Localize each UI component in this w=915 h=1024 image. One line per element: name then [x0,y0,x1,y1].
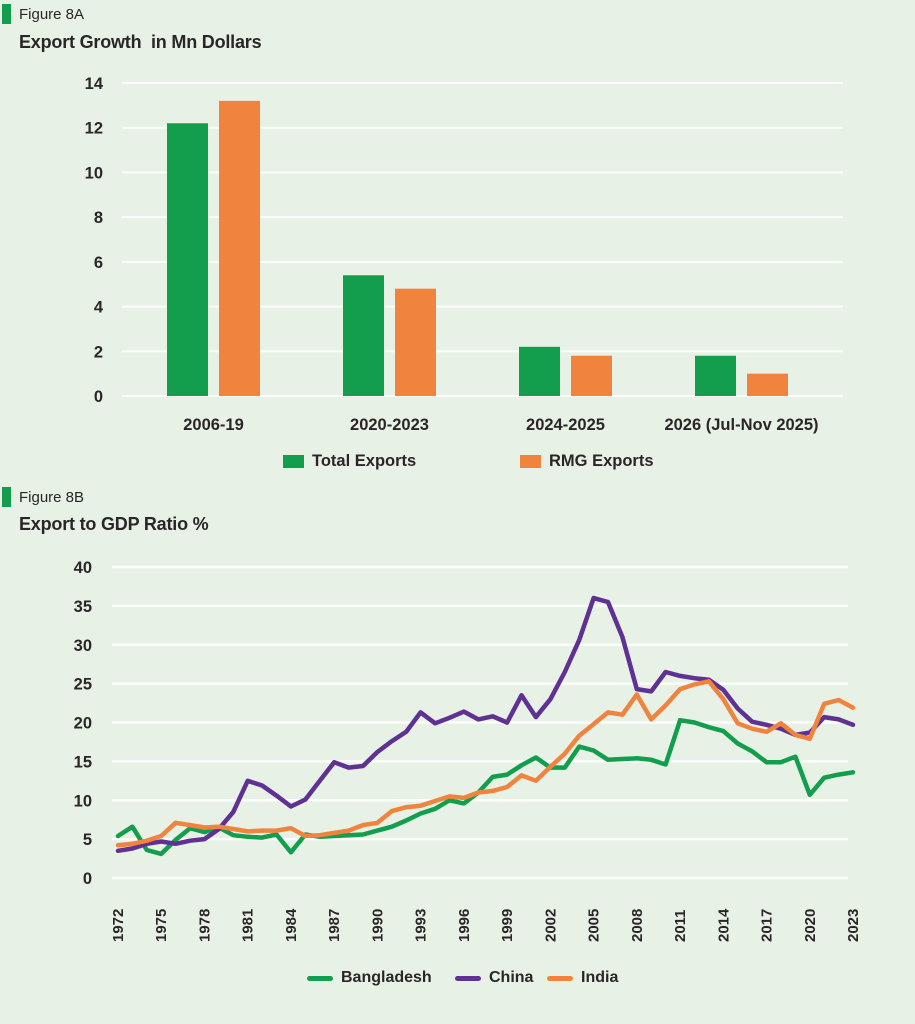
y-axis-tick-label-a-2: 2 [94,343,103,361]
legend-label: China [489,969,534,986]
legend-label: RMG Exports [549,452,654,470]
bar-rmg-exports-2026Jul-Nov2025 [747,373,788,396]
x-axis-tick-label-2014: 2014 [715,908,732,942]
x-axis-tick-label-1975: 1975 [153,909,170,942]
legend-label: Bangladesh [341,969,432,986]
bar-rmg-exports-2006-19 [219,100,260,396]
china-line-swatch-icon [455,975,481,981]
x-axis-tick-label-2017: 2017 [759,909,776,942]
x-axis-tick-label-2002: 2002 [542,909,559,942]
bar-total-exports-2024-2025 [519,346,560,396]
bar-total-exports-2020-2023 [343,275,384,396]
x-category-label-0: 2006-19 [183,416,244,434]
x-axis-tick-label-2020: 2020 [802,909,819,942]
figure-8b-marker-icon [2,487,11,507]
x-axis-tick-label-1984: 1984 [283,908,300,942]
legend-label: Total Exports [312,452,417,470]
y-axis-tick-label-a-8: 8 [94,209,103,227]
x-axis-tick-label-2005: 2005 [586,909,603,942]
line-china [115,595,856,854]
x-axis-tick-label-2011: 2011 [672,909,689,942]
india-line-swatch-icon [547,975,573,981]
y-axis-tick-label-a-0: 0 [94,388,103,406]
figure-8b-title: Export to GDP Ratio % [19,514,209,534]
x-axis-tick-label-1972: 1972 [110,909,127,942]
x-axis-tick-label-1993: 1993 [413,909,430,942]
line-bangladesh [115,717,856,857]
y-axis-tick-label-b-15: 15 [74,753,92,771]
legend-label: India [581,969,619,986]
legend-item-total-exports: Total Exports [283,452,416,471]
legend-item-rmg-exports: RMG Exports [520,452,654,471]
figure-8a-marker-icon [2,4,11,24]
y-axis-tick-label-a-14: 14 [85,75,104,93]
legend-item-india: India [547,969,618,987]
y-axis-tick-label-a-4: 4 [94,299,104,317]
x-axis-tick-label-1996: 1996 [456,909,473,942]
x-category-label-3: 2026 (Jul-Nov 2025) [664,416,818,434]
y-axis-tick-label-a-10: 10 [85,164,103,182]
y-axis-tick-label-b-25: 25 [74,676,92,694]
y-axis-tick-label-b-30: 30 [74,637,92,655]
y-axis-tick-label-b-35: 35 [74,598,92,616]
x-axis-tick-label-1987: 1987 [326,909,343,942]
y-axis-tick-label-a-6: 6 [94,254,103,272]
line-india [115,679,856,848]
bar-rmg-exports-2024-2025 [571,355,612,396]
total-exports-swatch-icon [283,455,304,468]
x-axis-tick-label-2008: 2008 [629,909,646,942]
legend-item-bangladesh: Bangladesh [307,969,432,987]
y-axis-tick-label-b-40: 40 [74,559,92,577]
bangladesh-line-swatch-icon [307,975,333,981]
x-axis-tick-label-2023: 2023 [845,909,862,942]
y-axis-tick-label-b-5: 5 [83,831,92,849]
bar-total-exports-2006-19 [167,123,208,396]
x-category-label-1: 2020-2023 [350,416,429,434]
bar-rmg-exports-2020-2023 [395,288,436,396]
x-axis-tick-label-1999: 1999 [499,909,516,942]
figure-8b-tag: Figure 8B [19,489,85,506]
x-axis-tick-label-1981: 1981 [240,909,257,942]
y-axis-tick-label-b-10: 10 [74,792,92,810]
figure-8a-title: Export Growth in Mn Dollars [19,32,262,52]
bar-total-exports-2026Jul-Nov2025 [695,355,736,396]
x-category-label-2: 2024-2025 [526,416,605,434]
y-axis-tick-label-b-0: 0 [83,870,92,888]
x-axis-tick-label-1978: 1978 [196,909,213,942]
x-axis-tick-label-1990: 1990 [369,909,386,942]
figure-8a-tag: Figure 8A [19,6,85,23]
legend-item-china: China [455,969,533,987]
rmg-exports-swatch-icon [520,455,541,468]
y-axis-tick-label-b-20: 20 [74,715,92,733]
y-axis-tick-label-a-12: 12 [85,120,103,138]
